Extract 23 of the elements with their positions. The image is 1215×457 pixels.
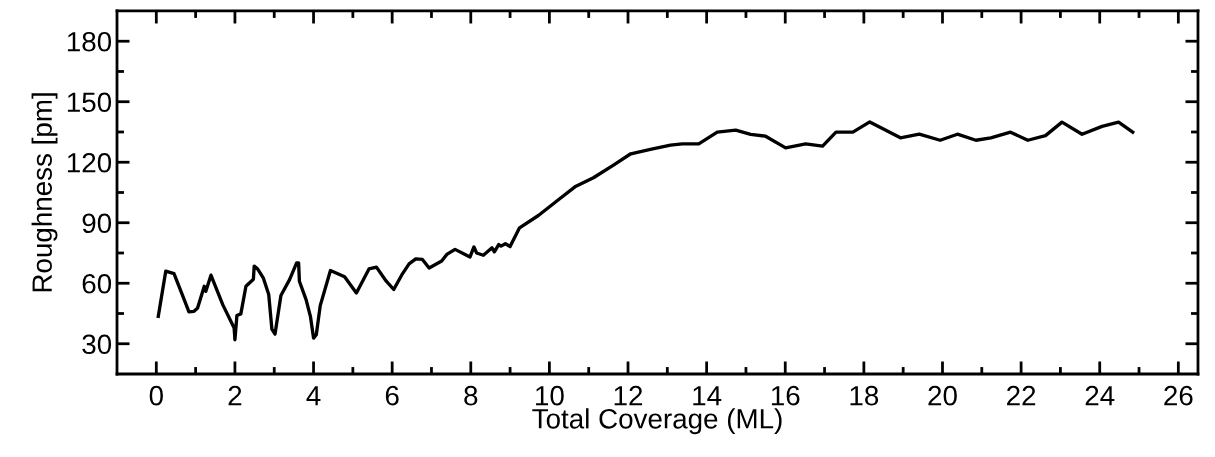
y-axis-title: Roughness [pm] xyxy=(31,93,58,292)
y-tick-label: 180 xyxy=(67,31,112,52)
y-tick-label: 30 xyxy=(82,334,112,355)
x-axis-title: Total Coverage (ML) xyxy=(532,408,782,435)
y-tick-label: 90 xyxy=(82,213,112,234)
y-tick-label: 60 xyxy=(82,273,112,294)
x-tick-label: 12 xyxy=(614,385,643,406)
x-tick-label: 24 xyxy=(1085,385,1115,406)
x-tick-label: 0 xyxy=(149,385,163,406)
line-series xyxy=(156,120,1135,342)
x-tick-label: 20 xyxy=(928,385,957,406)
x-tick-label: 10 xyxy=(536,385,564,406)
x-tick-label: 4 xyxy=(306,386,321,406)
x-tick-label: 2 xyxy=(228,385,242,406)
x-tick-label: 18 xyxy=(850,385,879,406)
y-tick-label: 150 xyxy=(67,92,112,113)
x-tick-label: 14 xyxy=(693,386,722,406)
x-tick-label: 6 xyxy=(385,385,399,406)
x-tick-label: 16 xyxy=(771,385,800,406)
x-tick-label: 26 xyxy=(1164,385,1193,406)
x-tick-label: 8 xyxy=(464,385,478,406)
x-tick-label: 22 xyxy=(1007,385,1036,406)
y-tick-label: 120 xyxy=(67,152,112,173)
